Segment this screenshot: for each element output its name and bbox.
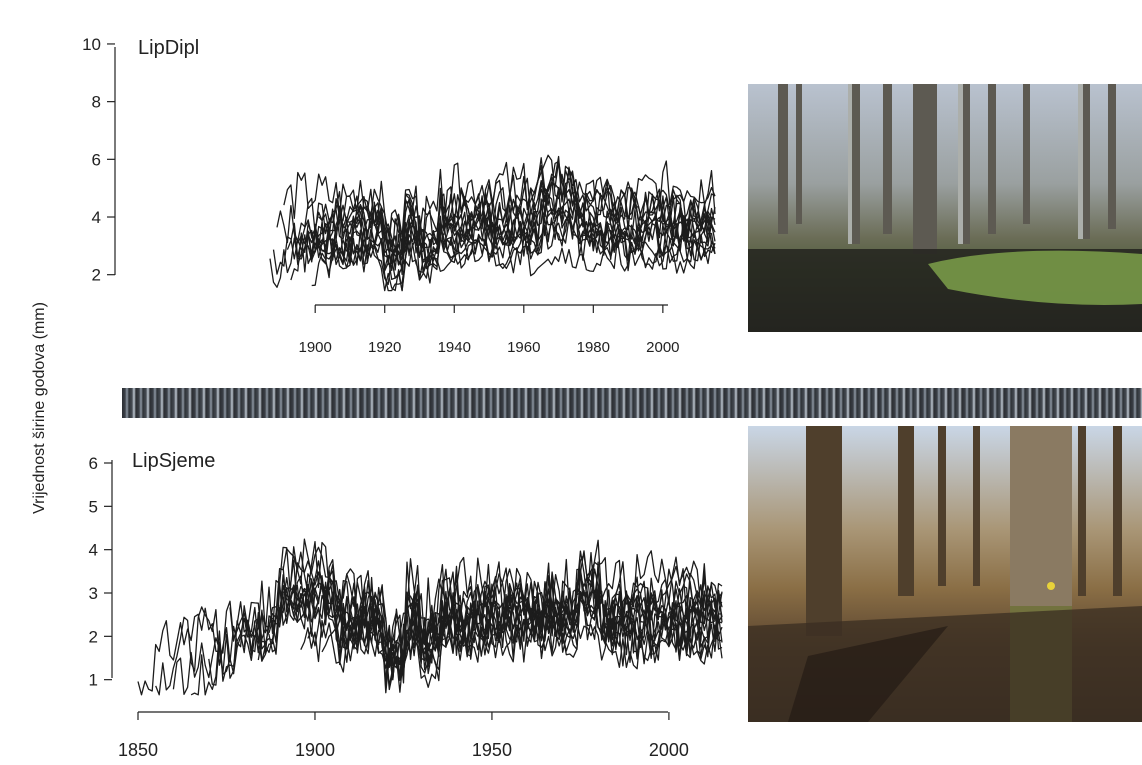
x-tick-label: 1850: [118, 740, 158, 760]
series-line: [208, 575, 723, 690]
y-tick-label: 10: [82, 35, 101, 54]
series-line: [307, 235, 716, 292]
x-tick-label: 1900: [299, 339, 332, 356]
series-line: [155, 551, 723, 696]
series-line: [318, 160, 716, 255]
x-tick-label: 1960: [507, 339, 540, 356]
x-tick-label: 1950: [472, 740, 512, 760]
y-tick-label: 1: [89, 671, 98, 690]
y-tick-label: 5: [89, 497, 98, 516]
x-tick-label: 1940: [438, 339, 471, 356]
seed-stand-forest-photo: [748, 426, 1142, 722]
series-line: [321, 207, 716, 292]
y-tick-label: 6: [89, 454, 98, 473]
series-line: [268, 573, 723, 691]
x-tick-label: 2000: [646, 339, 679, 356]
series-line: [283, 154, 716, 253]
y-tick-label: 6: [92, 150, 101, 169]
chart-title: LipDipl: [138, 37, 199, 59]
x-tick-label: 1900: [295, 740, 335, 760]
series-line: [321, 568, 723, 681]
x-tick-label: 1920: [368, 339, 401, 356]
y-tick-label: 8: [92, 93, 101, 112]
flooded-forest-photo: [748, 84, 1142, 332]
y-tick-label: 4: [89, 541, 98, 560]
y-tick-label: 2: [92, 266, 101, 285]
y-tick-label: 4: [92, 208, 101, 227]
chart-panel-lipsjeme: LipSjeme 1 2 3 4 5 6 1850 1900 1950 2000: [89, 450, 723, 760]
series-line: [276, 176, 713, 273]
x-tick-label: 1980: [577, 339, 610, 356]
y-tick-label: 3: [89, 584, 98, 603]
x-tick-label: 2000: [649, 740, 689, 760]
tree-core-image: [122, 388, 1142, 418]
y-axis-label: Vrijednost širine godova (mm): [31, 302, 48, 514]
chart-title: LipSjeme: [132, 450, 215, 472]
series-line: [314, 207, 716, 266]
y-tick-label: 2: [89, 627, 98, 646]
chart-panel-lipdipl: LipDipl 2 4 6 8 10 1900 1920 1940 1960 1980 2000: [82, 35, 716, 356]
